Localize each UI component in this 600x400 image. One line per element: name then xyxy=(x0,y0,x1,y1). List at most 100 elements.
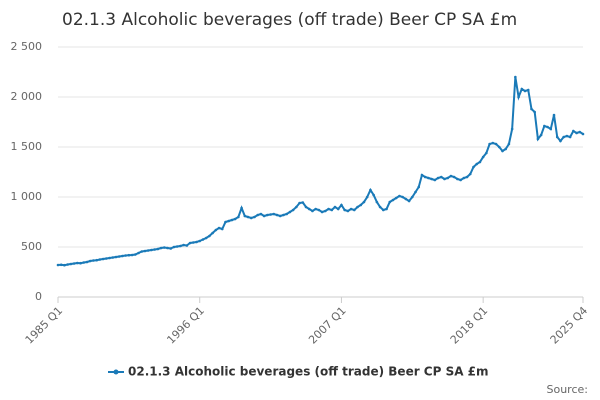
point xyxy=(124,254,127,257)
point xyxy=(249,216,253,220)
point xyxy=(353,208,356,212)
point xyxy=(156,247,160,251)
point xyxy=(378,205,382,209)
point xyxy=(578,130,582,134)
point xyxy=(555,135,559,139)
y-tick-label: 1 000 xyxy=(11,190,43,203)
point xyxy=(66,263,69,266)
source: Source: xyxy=(547,383,589,396)
point xyxy=(517,95,520,99)
point xyxy=(449,174,453,178)
point xyxy=(153,248,156,251)
point xyxy=(175,245,179,248)
point xyxy=(214,228,218,232)
point xyxy=(137,251,140,255)
point xyxy=(95,258,98,262)
point xyxy=(233,217,237,221)
point xyxy=(82,261,86,264)
point xyxy=(166,246,169,250)
point xyxy=(298,201,301,205)
point xyxy=(533,110,536,114)
point xyxy=(536,137,540,141)
point xyxy=(59,263,63,267)
point xyxy=(272,212,276,216)
point xyxy=(220,227,224,231)
point xyxy=(359,203,363,207)
point xyxy=(121,254,124,258)
point xyxy=(562,135,565,139)
point xyxy=(465,175,469,179)
point xyxy=(362,200,366,204)
point xyxy=(327,207,330,211)
point xyxy=(382,208,385,212)
point xyxy=(452,175,456,179)
point xyxy=(388,200,392,204)
point xyxy=(401,195,404,199)
point xyxy=(491,141,495,145)
point xyxy=(224,220,227,224)
point xyxy=(98,258,102,261)
point xyxy=(340,203,343,207)
point xyxy=(237,215,240,219)
point xyxy=(430,177,433,181)
point xyxy=(230,218,234,222)
point xyxy=(188,241,192,245)
point xyxy=(169,247,173,250)
point xyxy=(227,219,231,223)
point xyxy=(259,212,263,216)
point xyxy=(375,200,379,204)
point xyxy=(217,226,221,230)
point xyxy=(256,213,259,217)
point xyxy=(446,176,450,180)
x-tick-label: 2007 Q1 xyxy=(306,304,349,347)
point xyxy=(504,147,507,151)
point xyxy=(475,162,479,166)
point xyxy=(330,208,334,212)
x-tick-label: 2018 Q1 xyxy=(448,304,491,347)
point xyxy=(510,127,514,131)
point xyxy=(246,215,250,219)
point xyxy=(549,127,553,131)
point xyxy=(462,176,466,180)
legend-label: 02.1.3 Alcoholic beverages (off trade) B… xyxy=(128,365,489,379)
point xyxy=(385,207,388,211)
point xyxy=(211,231,214,235)
x-tick-label: 1996 Q1 xyxy=(164,304,207,347)
point xyxy=(108,256,111,260)
point xyxy=(346,209,350,213)
point xyxy=(146,249,150,252)
y-tick-label: 1 500 xyxy=(11,140,43,153)
point xyxy=(407,199,411,203)
point xyxy=(117,255,121,258)
point xyxy=(253,215,256,219)
x-tick-label: 2025 Q4 xyxy=(548,304,591,347)
point xyxy=(530,107,533,111)
point xyxy=(520,87,524,91)
point xyxy=(581,132,585,136)
point xyxy=(143,249,147,253)
point xyxy=(69,262,73,266)
point xyxy=(179,244,182,248)
point xyxy=(546,125,549,129)
point xyxy=(105,257,108,260)
y-tick-label: 2 500 xyxy=(11,40,43,53)
point xyxy=(478,160,482,164)
point xyxy=(369,188,372,192)
point xyxy=(127,253,131,257)
point xyxy=(182,243,185,247)
point xyxy=(56,263,60,267)
point xyxy=(269,213,272,216)
point xyxy=(88,259,92,263)
chart-title: 02.1.3 Alcoholic beverages (off trade) B… xyxy=(62,10,517,30)
point xyxy=(208,234,211,238)
point xyxy=(204,236,208,240)
point xyxy=(285,212,288,216)
point xyxy=(439,175,443,179)
point xyxy=(485,151,488,155)
point xyxy=(307,207,311,211)
point xyxy=(304,205,308,209)
point xyxy=(398,194,401,198)
point xyxy=(162,246,166,249)
point xyxy=(111,256,115,259)
